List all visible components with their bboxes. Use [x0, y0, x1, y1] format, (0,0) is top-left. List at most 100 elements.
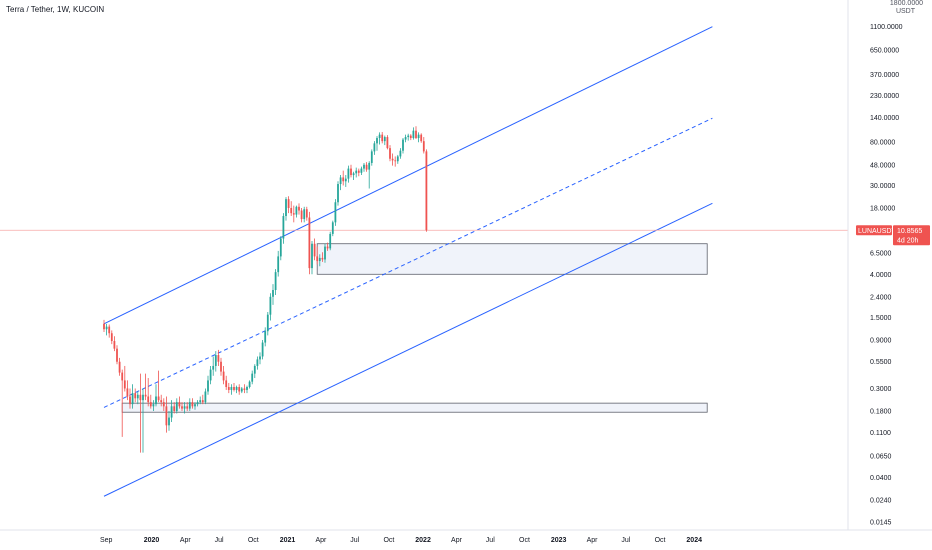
candle-body [352, 173, 355, 176]
candle-body [248, 381, 251, 388]
support-zone-2[interactable] [121, 402, 708, 413]
candle [378, 132, 381, 145]
price-tick-label: 4.0000 [870, 272, 892, 279]
candle-body [381, 134, 384, 142]
candle-body [376, 138, 378, 144]
time-axis[interactable]: Sep 2020 Apr Jul Oct 2021 Apr Jul Oct 2022 Apr Jul O… [100, 537, 702, 544]
candle [376, 136, 378, 151]
candle [311, 241, 313, 275]
candle [370, 149, 373, 166]
candle [253, 364, 256, 379]
candle-body [155, 396, 157, 405]
symbol-tag-bg [856, 225, 892, 236]
candle [191, 398, 194, 409]
candle-body [199, 400, 202, 403]
channel-upper-line[interactable] [103, 26, 713, 325]
channel-mid-line[interactable] [103, 117, 713, 408]
candle [318, 254, 321, 267]
candle-body [417, 134, 420, 139]
candle [147, 378, 150, 407]
candle [266, 312, 269, 336]
candle-body [378, 134, 381, 139]
price-tick-label: 0.5500 [870, 359, 892, 366]
candle [386, 135, 389, 150]
candle-body [420, 134, 423, 142]
candle [420, 133, 423, 143]
support-zone-1[interactable] [316, 243, 708, 275]
candle-body [196, 402, 199, 405]
price-tag-bg [893, 225, 930, 246]
candle-body [386, 137, 389, 149]
candle [279, 236, 282, 261]
candle [261, 340, 264, 360]
time-tick-label: Oct [248, 537, 259, 544]
candle [339, 175, 342, 191]
candle [383, 135, 386, 146]
candle-body [407, 135, 410, 138]
candle [126, 380, 129, 401]
candle-body [396, 156, 399, 162]
price-axis[interactable]: 1100.0000 650.0000 370.0000 230.0000 140.000… [870, 24, 903, 526]
candle-body [308, 217, 311, 269]
candle-body [181, 406, 183, 409]
price-tick-label: 48.0000 [870, 162, 895, 169]
candle [149, 394, 152, 409]
candle [173, 402, 176, 414]
candle [209, 365, 212, 385]
candle [256, 356, 259, 370]
candle [344, 175, 347, 187]
candle [402, 138, 404, 154]
channel-lower-line[interactable] [103, 202, 713, 497]
candle [305, 206, 308, 221]
candle-body [204, 391, 207, 403]
candle-body [105, 326, 108, 330]
candle [175, 398, 178, 414]
candle-body [298, 206, 300, 211]
support-zones [121, 243, 708, 413]
candle [160, 394, 163, 407]
candle-body [207, 380, 209, 392]
candle-body [324, 246, 326, 260]
candles [103, 126, 428, 453]
candle [292, 205, 295, 223]
time-tick-label: 2022 [415, 537, 431, 544]
candle [199, 396, 202, 405]
candle [168, 410, 170, 431]
candle [246, 385, 248, 394]
candle [321, 252, 324, 262]
candle-body [422, 141, 425, 152]
candle [313, 238, 316, 261]
candle-body [368, 162, 371, 170]
candle-body [116, 348, 118, 362]
candle-body [110, 333, 113, 342]
candle-body [191, 402, 194, 407]
candle [334, 199, 337, 226]
candle-body [305, 209, 308, 218]
candle [396, 154, 399, 164]
candle [222, 365, 225, 385]
candle-body [212, 365, 215, 370]
candle [155, 384, 157, 407]
time-tick-label: Oct [383, 537, 394, 544]
candle [136, 391, 139, 405]
candle-body [391, 158, 394, 161]
candle [217, 349, 220, 366]
candle-body [175, 402, 178, 411]
time-tick-label: Apr [587, 537, 599, 544]
candle [108, 324, 111, 338]
price-tick-label: 30.0000 [870, 183, 895, 190]
candle [274, 269, 277, 296]
candle [238, 384, 241, 395]
symbol-tag: LUNAUSDT [858, 228, 896, 235]
candle [326, 242, 329, 251]
candle [269, 293, 272, 321]
price-tick-label: 0.9000 [870, 338, 892, 345]
candle [201, 394, 204, 405]
candle [298, 203, 300, 215]
candle [204, 388, 207, 405]
candle-body [209, 369, 212, 381]
price-tick-label: 1100.0000 [870, 24, 903, 31]
candle [347, 165, 350, 183]
